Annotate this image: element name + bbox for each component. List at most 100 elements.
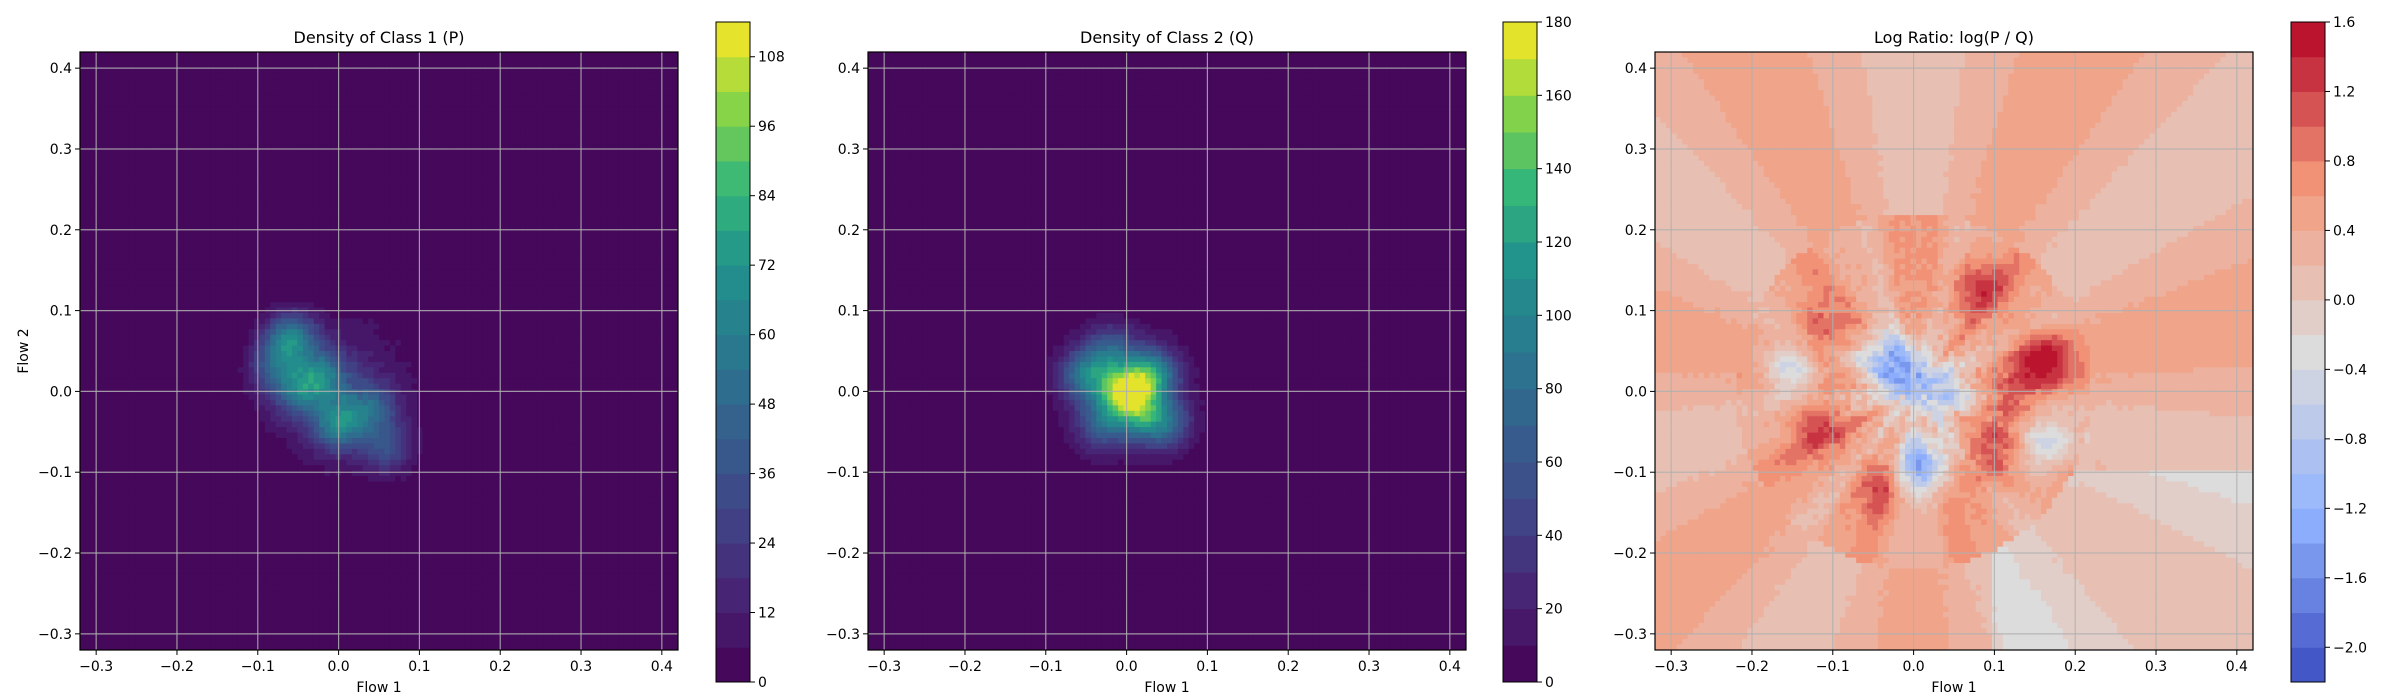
heatmap-cell	[85, 79, 92, 86]
heatmap-cell	[128, 421, 135, 428]
heatmap-cell	[194, 138, 201, 146]
heatmap-cell	[118, 122, 125, 129]
heatmap-cell	[221, 563, 228, 570]
heatmap-cell	[221, 595, 228, 602]
heatmap-cell	[237, 628, 244, 635]
heatmap-cell	[264, 193, 271, 200]
heatmap-cell	[188, 274, 195, 281]
heatmap-cell	[128, 437, 135, 445]
heatmap-cell	[248, 274, 255, 281]
heatmap-cell	[302, 628, 309, 635]
heatmap-cell	[243, 193, 250, 200]
heatmap-cell	[156, 361, 163, 368]
heatmap-cell	[205, 52, 212, 59]
heatmap-cell	[199, 187, 206, 194]
heatmap-cell	[101, 399, 108, 406]
heatmap-cell	[112, 492, 119, 499]
heatmap-cell	[85, 264, 92, 271]
heatmap-cell	[232, 590, 239, 597]
heatmap-cell	[188, 100, 195, 107]
heatmap-cell	[275, 622, 282, 629]
heatmap-cell	[107, 552, 114, 559]
heatmap-cell	[107, 274, 114, 281]
heatmap-cell	[156, 405, 163, 412]
heatmap-cell	[85, 133, 92, 140]
heatmap-cell	[319, 193, 326, 200]
heatmap-cell	[292, 144, 299, 151]
heatmap-cell	[275, 639, 282, 646]
heatmap-cell	[210, 476, 217, 483]
heatmap-cell	[248, 236, 255, 243]
heatmap-cell	[177, 568, 184, 575]
heatmap-cell	[123, 312, 130, 319]
heatmap-cell	[313, 111, 320, 118]
heatmap-cell	[134, 497, 141, 504]
heatmap-cell	[297, 100, 304, 107]
heatmap-cell	[118, 345, 125, 352]
heatmap-cell	[128, 100, 135, 107]
heatmap-cell	[194, 639, 201, 646]
heatmap-cell	[166, 177, 174, 184]
heatmap-cell	[232, 318, 239, 325]
heatmap-cell	[253, 84, 260, 91]
heatmap-cell	[270, 622, 277, 629]
heatmap-cell	[270, 340, 277, 347]
heatmap-cell	[145, 416, 152, 423]
heatmap-cell	[145, 166, 152, 173]
heatmap-cell	[150, 209, 157, 216]
heatmap-cell	[302, 497, 309, 504]
heatmap-cell	[302, 312, 309, 319]
heatmap-cell	[259, 312, 266, 319]
heatmap-cell	[123, 79, 130, 86]
heatmap-cell	[264, 383, 271, 390]
heatmap-cell	[313, 351, 320, 358]
heatmap-cell	[112, 204, 119, 211]
heatmap-cell	[156, 247, 163, 254]
heatmap-cell	[183, 312, 190, 319]
heatmap-cell	[313, 639, 320, 646]
heatmap-cell	[96, 465, 103, 472]
heatmap-cell	[281, 264, 288, 271]
heatmap-cell	[324, 160, 331, 167]
heatmap-cell	[226, 258, 233, 265]
heatmap-cell	[292, 177, 299, 184]
heatmap-cell	[139, 100, 146, 107]
heatmap-cell	[232, 514, 239, 521]
heatmap-cell	[123, 399, 130, 406]
heatmap-cell	[248, 557, 255, 564]
heatmap-cell	[128, 312, 135, 319]
heatmap-cell	[194, 530, 201, 537]
heatmap-cell	[205, 138, 212, 146]
heatmap-cell	[123, 193, 130, 200]
heatmap-cell	[221, 296, 228, 303]
heatmap-cell	[275, 470, 282, 477]
heatmap-cell	[313, 524, 320, 531]
heatmap-cell	[123, 552, 130, 559]
heatmap-cell	[226, 514, 233, 521]
heatmap-cell	[150, 476, 157, 483]
heatmap-cell	[85, 514, 92, 521]
heatmap-cell	[253, 579, 260, 586]
heatmap-cell	[150, 285, 157, 292]
heatmap-cell	[145, 285, 152, 292]
heatmap-cell	[101, 508, 108, 515]
heatmap-cell	[275, 291, 282, 298]
heatmap-cell	[128, 57, 135, 64]
heatmap-cell	[107, 454, 114, 461]
heatmap-cell	[226, 312, 233, 319]
heatmap-cell	[199, 209, 206, 216]
heatmap-cell	[199, 231, 206, 238]
heatmap-cell	[107, 383, 114, 390]
heatmap-cell	[172, 557, 179, 564]
heatmap-cell	[90, 410, 97, 417]
heatmap-cell	[264, 476, 271, 483]
heatmap-cell	[101, 546, 108, 553]
heatmap-cell	[319, 595, 326, 602]
heatmap-cell	[308, 117, 315, 124]
heatmap-cell	[281, 541, 288, 548]
heatmap-cell	[128, 606, 135, 613]
heatmap-cell	[319, 318, 326, 325]
heatmap-cell	[128, 389, 135, 396]
heatmap-cell	[292, 437, 299, 445]
heatmap-cell	[215, 508, 222, 515]
